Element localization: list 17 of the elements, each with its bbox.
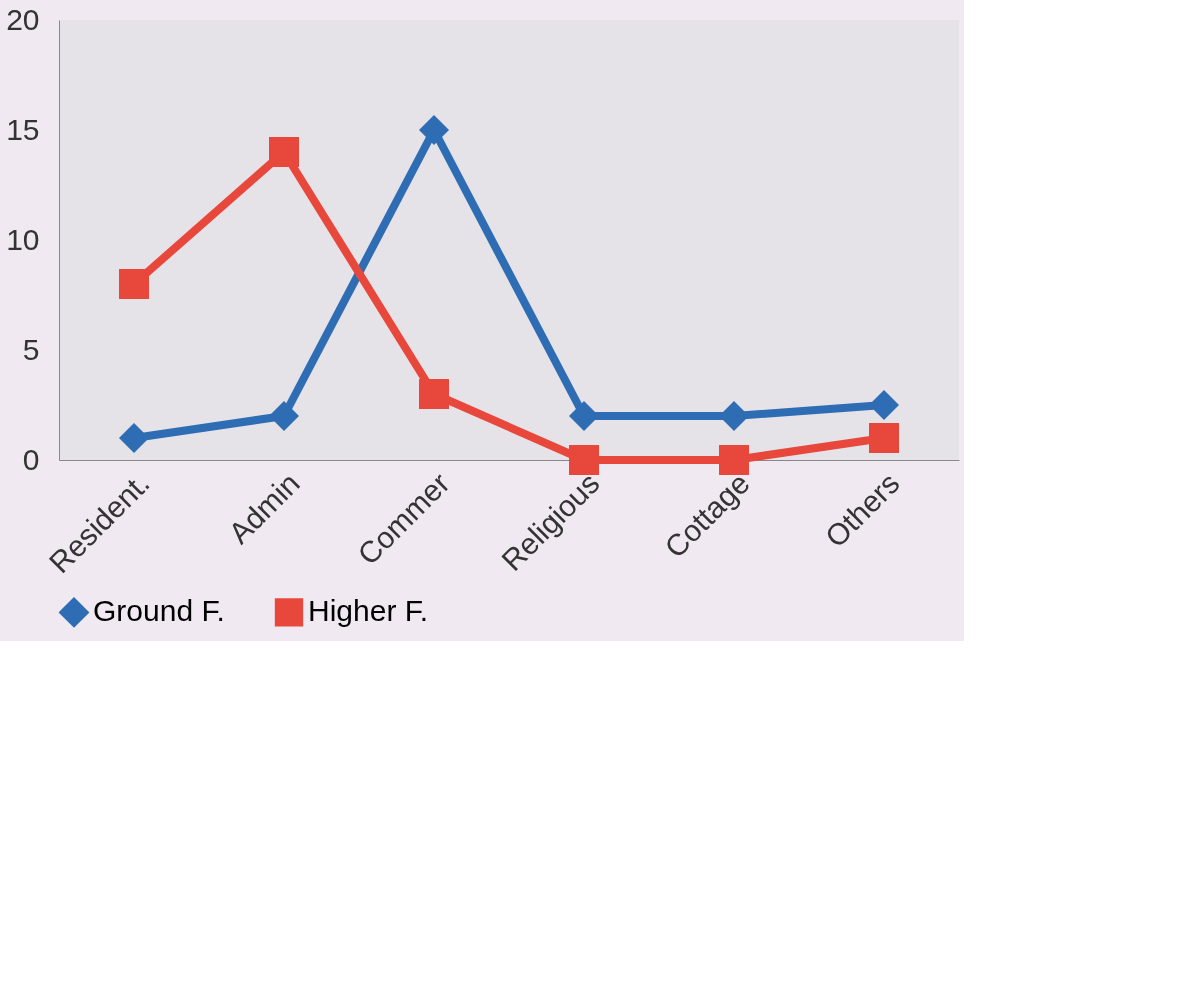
legend-label: Higher F.: [308, 594, 429, 628]
point: [269, 401, 299, 431]
y-tick-label: 0: [22, 442, 40, 476]
legend-label: Ground F.: [93, 594, 225, 628]
y-tick-label: 20: [6, 2, 40, 36]
point: [119, 269, 149, 299]
y-tick-label: 10: [6, 222, 40, 256]
point: [119, 423, 149, 453]
y-tick-label: 15: [6, 112, 40, 146]
point: [419, 379, 449, 409]
point: [869, 390, 899, 420]
point: [719, 445, 749, 475]
point: [869, 423, 899, 453]
point: [419, 115, 449, 145]
y-tick-label: 5: [22, 332, 40, 366]
point: [569, 445, 599, 475]
point: [269, 137, 299, 167]
